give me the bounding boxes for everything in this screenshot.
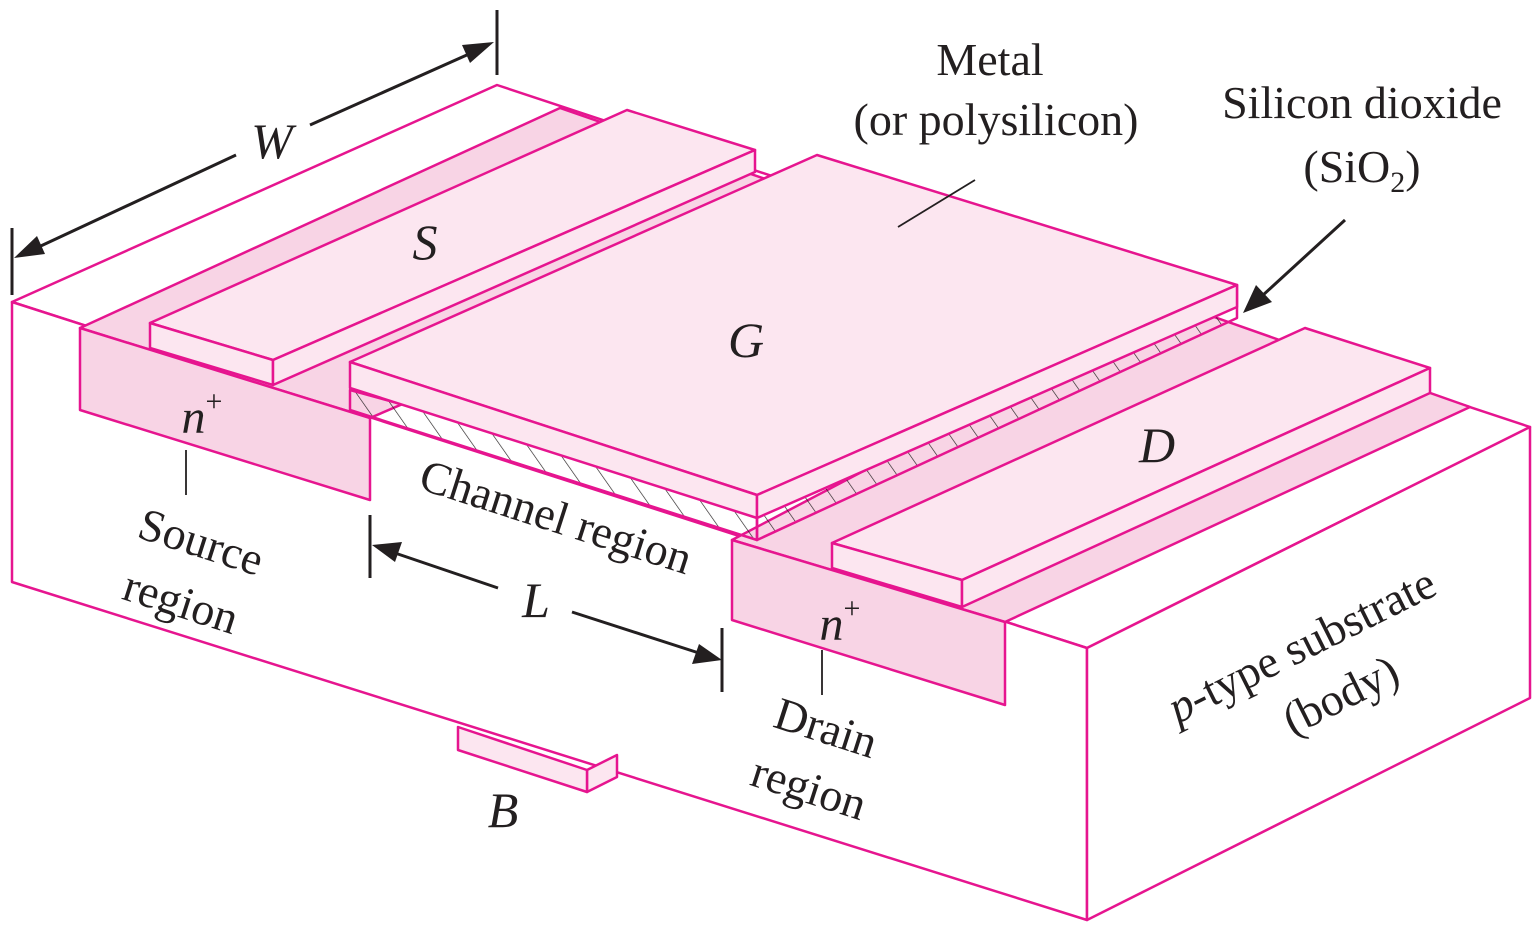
l-arrowhead-right <box>692 644 722 664</box>
l-arrowhead-left <box>372 542 402 562</box>
substrate-right-face <box>1085 425 1532 922</box>
l-arrow-left <box>391 550 499 590</box>
drain-contact-side <box>960 366 1432 609</box>
metal-label-line1: Metal <box>936 34 1043 85</box>
metal-leader-line <box>897 179 976 228</box>
body-contact-front <box>456 725 589 794</box>
oxide-label-line1: Silicon dioxide <box>1222 77 1502 128</box>
metal-label-line2: (or polysilicon) <box>854 94 1139 145</box>
w-arrowhead-left <box>14 236 45 258</box>
source-nplus-front <box>78 326 372 502</box>
gate-terminal-label: G <box>728 312 764 368</box>
l-arrow-right <box>571 610 703 656</box>
body-terminal-label: B <box>488 782 519 838</box>
drain-terminal-label: D <box>1138 417 1175 473</box>
w-arrow-right <box>309 48 479 127</box>
source-doping-label: n+ <box>182 385 223 444</box>
oxide-leader-arrowhead <box>1243 285 1272 313</box>
gate-metal-side <box>755 283 1239 520</box>
source-contact-side <box>271 148 757 387</box>
drain-nplus-front <box>730 538 1007 707</box>
drain-doping-label: n+ <box>820 592 861 651</box>
length-label: L <box>521 572 550 628</box>
width-label: W <box>251 113 297 169</box>
w-arrow-left <box>29 153 237 253</box>
oxide-label-line2: (SiO2) <box>1303 141 1420 199</box>
oxide-leader-line <box>1260 218 1347 298</box>
source-terminal-label: S <box>413 214 438 270</box>
w-arrowhead-right <box>462 42 494 63</box>
